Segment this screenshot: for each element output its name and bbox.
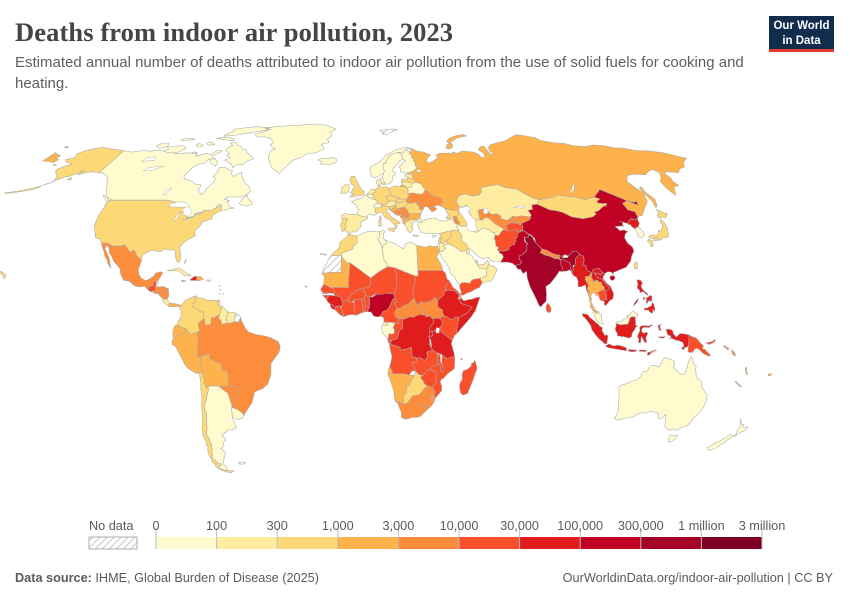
svg-text:30,000: 30,000 xyxy=(500,519,539,533)
svg-text:0: 0 xyxy=(152,519,159,533)
svg-text:100,000: 100,000 xyxy=(557,519,603,533)
svg-text:3,000: 3,000 xyxy=(383,519,415,533)
svg-text:1,000: 1,000 xyxy=(322,519,354,533)
svg-text:100: 100 xyxy=(206,519,227,533)
svg-text:10,000: 10,000 xyxy=(440,519,479,533)
svg-text:300: 300 xyxy=(267,519,288,533)
svg-text:No data: No data xyxy=(89,519,134,533)
svg-text:3 million: 3 million xyxy=(739,519,786,533)
svg-text:1 million: 1 million xyxy=(678,519,725,533)
svg-text:300,000: 300,000 xyxy=(618,519,664,533)
